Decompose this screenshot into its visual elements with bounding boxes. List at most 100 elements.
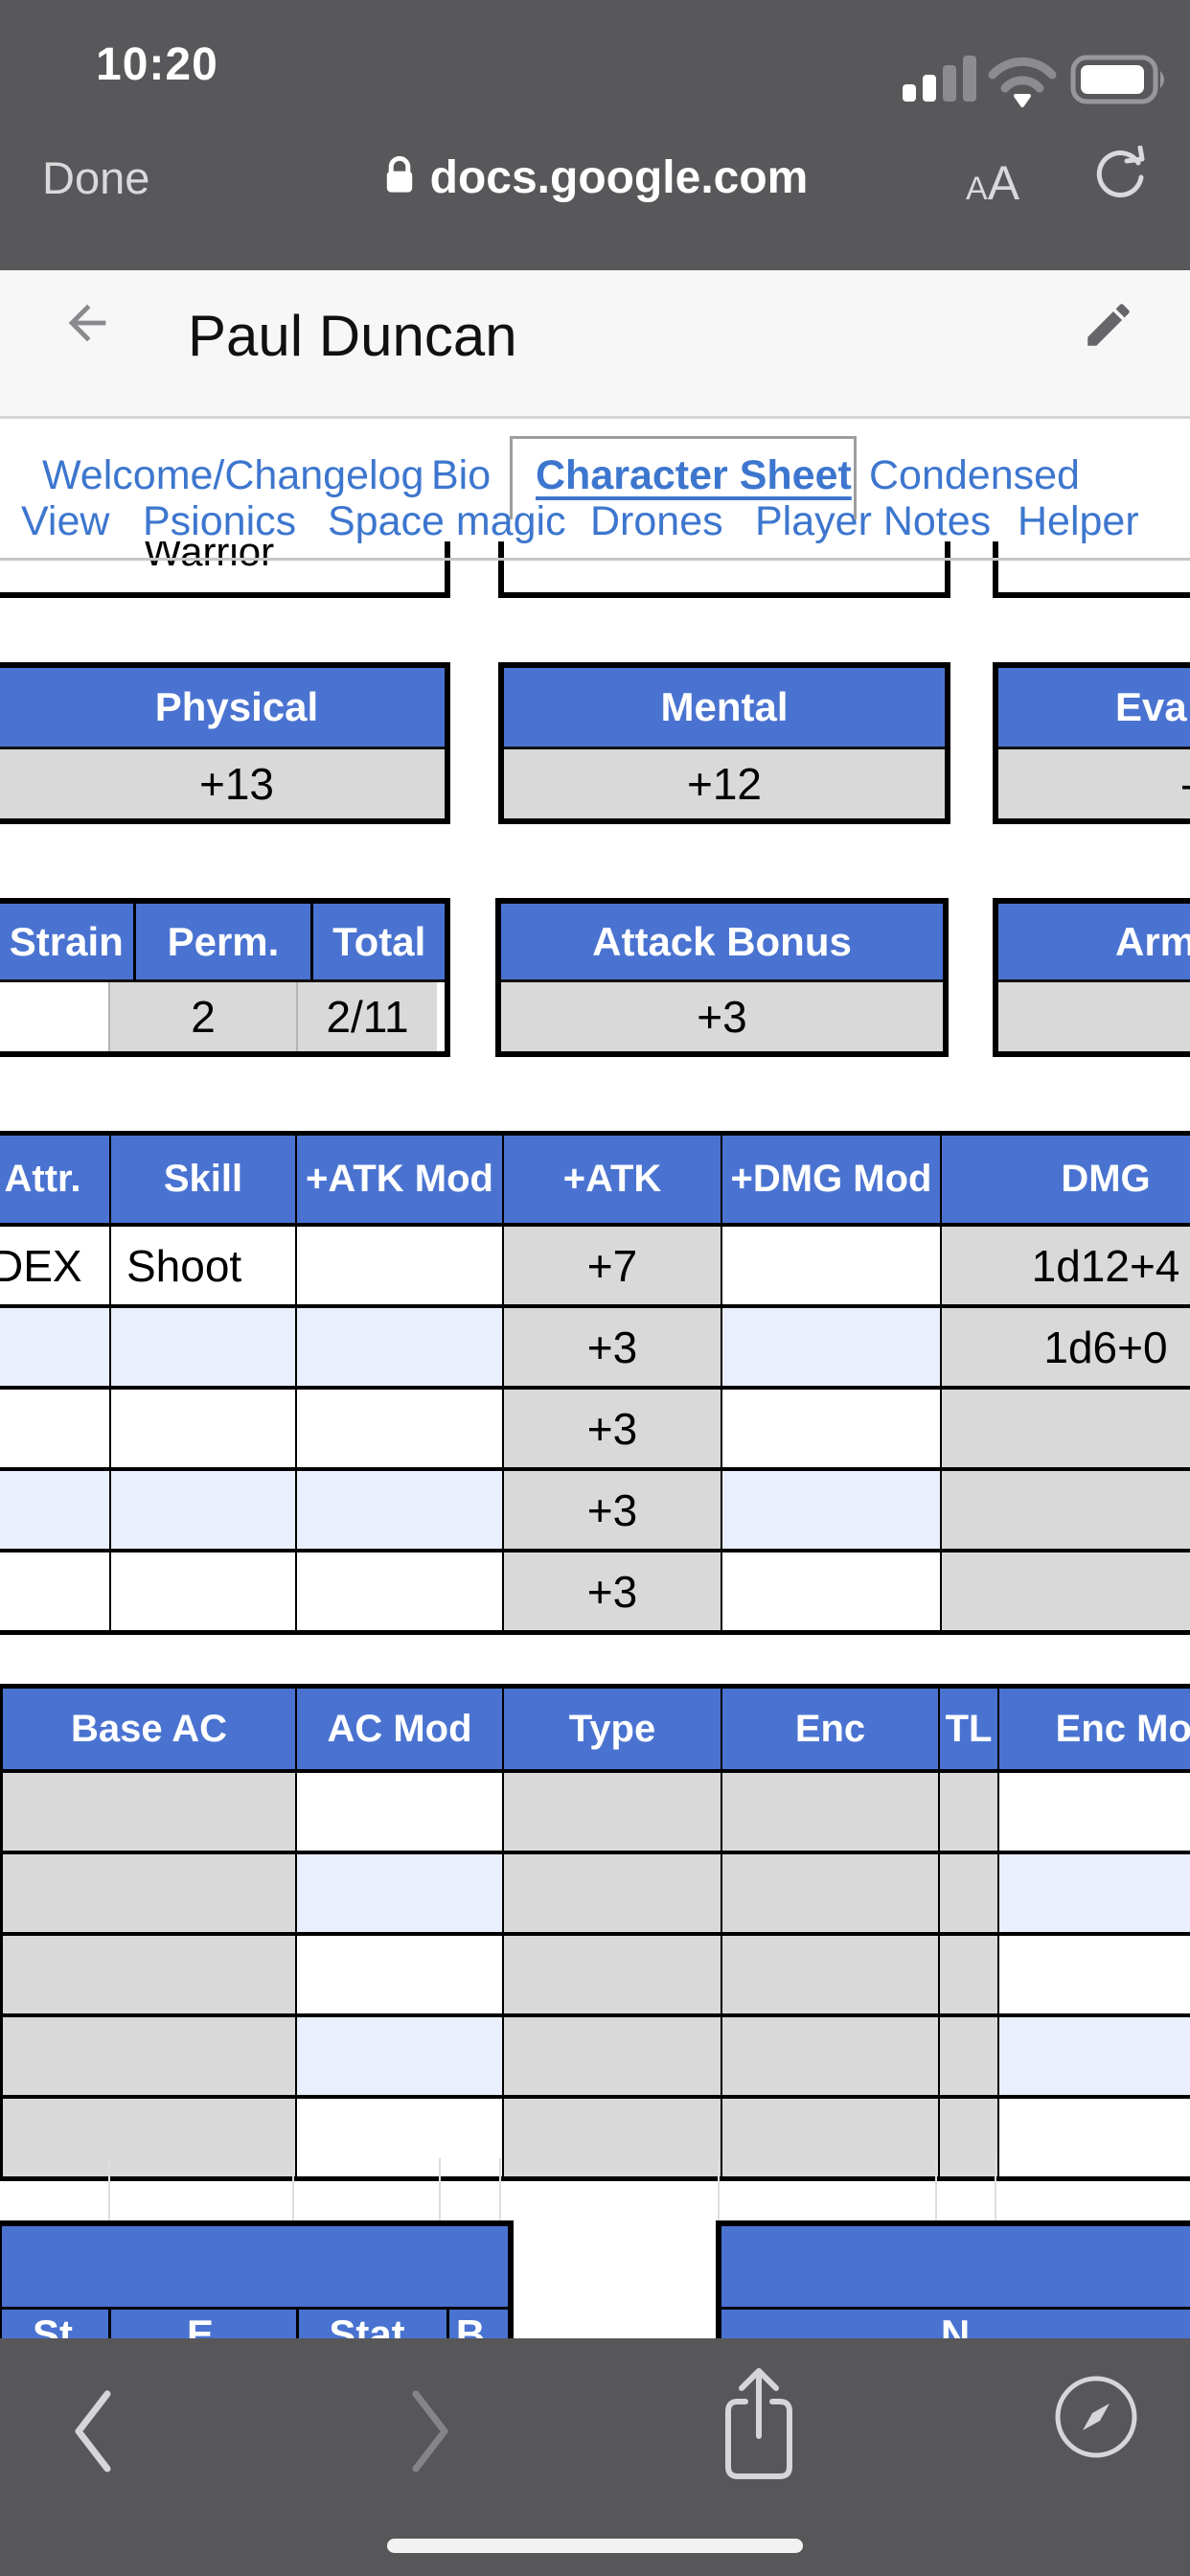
cell-atk[interactable]: +3 — [504, 1308, 722, 1386]
col-enc[interactable]: Enc — [722, 1689, 940, 1769]
physical-value[interactable]: +13 — [0, 749, 445, 818]
done-button[interactable]: Done — [42, 152, 150, 203]
cell-atk[interactable]: +3 — [504, 1552, 722, 1630]
cell-base-ac[interactable] — [3, 2099, 297, 2176]
col-atk-mod[interactable]: +ATK Mod — [297, 1136, 504, 1223]
cell-attr[interactable] — [0, 1308, 111, 1386]
cell-enc[interactable] — [722, 2099, 940, 2176]
browser-back-icon[interactable] — [65, 2379, 123, 2489]
cell-base-ac[interactable] — [3, 1773, 297, 1851]
cell-dmg-mod[interactable] — [722, 1227, 942, 1304]
cell-type[interactable] — [504, 1936, 722, 2013]
col-atk[interactable]: +ATK — [504, 1136, 722, 1223]
home-indicator[interactable] — [387, 2539, 803, 2553]
cell-atk[interactable]: +3 — [504, 1390, 722, 1467]
back-arrow-icon[interactable] — [59, 295, 115, 356]
cell-ac-mod[interactable] — [297, 2099, 504, 2176]
open-in-safari-icon[interactable] — [1050, 2371, 1142, 2468]
cell-dmg-mod[interactable] — [722, 1308, 942, 1386]
cell-skill[interactable]: Shoot — [111, 1227, 297, 1304]
cell-ac-mod[interactable] — [297, 1854, 504, 1932]
tab-welcome-changelog[interactable]: Welcome/Changelog — [42, 452, 424, 498]
attack-bonus-value[interactable]: +3 — [501, 982, 943, 1051]
cell-tl[interactable] — [940, 2099, 999, 2176]
cell-dmg-mod[interactable] — [722, 1552, 942, 1630]
cell-dmg[interactable] — [942, 1471, 1190, 1549]
evasion-header-clipped[interactable]: Eva — [998, 668, 1190, 749]
col-attr[interactable]: Attr. — [0, 1136, 111, 1223]
cell-enc[interactable] — [722, 2017, 940, 2095]
armor-value[interactable] — [998, 982, 1190, 1051]
cell-type[interactable] — [504, 2017, 722, 2095]
cell-dmg[interactable] — [942, 1390, 1190, 1467]
col-skill[interactable]: Skill — [111, 1136, 297, 1223]
cell-atk-mod[interactable] — [297, 1308, 504, 1386]
strain-header[interactable]: Strain — [0, 904, 136, 982]
col-dmg[interactable]: DMG — [942, 1136, 1190, 1223]
cell-atk-mod[interactable] — [297, 1227, 504, 1304]
browser-forward-icon[interactable] — [400, 2379, 458, 2489]
cell-atk[interactable]: +3 — [504, 1471, 722, 1549]
cell-attr[interactable] — [0, 1390, 111, 1467]
cell-enc-mod[interactable] — [999, 1936, 1190, 2013]
subheader-cell[interactable] — [299, 2310, 449, 2348]
cell-dmg-mod[interactable] — [722, 1390, 942, 1467]
attack-bonus-header[interactable]: Attack Bonus — [501, 904, 943, 982]
cell-atk-mod[interactable] — [297, 1552, 504, 1630]
cell-ac-mod[interactable] — [297, 1936, 504, 2013]
cell-base-ac[interactable] — [3, 1936, 297, 2013]
attack-bonus-box[interactable]: Attack Bonus +3 — [495, 898, 949, 1057]
bottom-left-table-header[interactable] — [0, 2220, 514, 2354]
mental-save-box[interactable]: Mental +12 — [498, 662, 950, 824]
tab-character-sheet[interactable]: Character Sheet — [536, 452, 852, 498]
cell-attr[interactable] — [0, 1471, 111, 1549]
address-bar[interactable]: docs.google.com — [0, 151, 1190, 208]
perm-header[interactable]: Perm. — [135, 904, 314, 982]
cell-base-ac[interactable] — [3, 2017, 297, 2095]
cell-attr[interactable] — [0, 1552, 111, 1630]
col-base-ac[interactable]: Base AC — [3, 1689, 297, 1769]
col-type[interactable]: Type — [504, 1689, 722, 1769]
cell-dmg[interactable]: 1d6+0 — [942, 1308, 1190, 1386]
share-icon[interactable] — [709, 2363, 809, 2493]
cell-skill[interactable] — [111, 1471, 297, 1549]
cell-type[interactable] — [504, 2099, 722, 2176]
cell-tl[interactable] — [940, 1773, 999, 1851]
cell-atk-mod[interactable] — [297, 1471, 504, 1549]
tab-bio[interactable]: Bio — [431, 452, 492, 498]
cell-enc-mod[interactable] — [999, 2099, 1190, 2176]
armor-header-clipped[interactable]: Armo — [998, 904, 1190, 982]
perm-value[interactable]: 2 — [110, 982, 298, 1051]
cell-enc-mod[interactable] — [999, 2017, 1190, 2095]
cell-base-ac[interactable] — [3, 1854, 297, 1932]
subheader-cell[interactable] — [111, 2310, 299, 2348]
cell-enc-mod[interactable] — [999, 1854, 1190, 1932]
col-enc-mod[interactable]: Enc Mod — [999, 1689, 1190, 1769]
col-dmg-mod[interactable]: +DMG Mod — [722, 1136, 942, 1223]
col-ac-mod[interactable]: AC Mod — [297, 1689, 504, 1769]
cell-ac-mod[interactable] — [297, 2017, 504, 2095]
mental-header[interactable]: Mental — [504, 668, 945, 749]
cell-tl[interactable] — [940, 1936, 999, 2013]
armor-box[interactable]: Armo — [993, 898, 1190, 1057]
cell-enc-mod[interactable] — [999, 1773, 1190, 1851]
physical-save-box[interactable]: Physical +13 — [0, 662, 450, 824]
bottom-right-table-header[interactable] — [716, 2220, 1190, 2354]
subheader-cell[interactable] — [2, 2310, 111, 2348]
cell-skill[interactable] — [111, 1552, 297, 1630]
mental-value[interactable]: +12 — [504, 749, 945, 818]
total-value[interactable]: 2/11 — [298, 982, 437, 1051]
total-header[interactable]: Total — [313, 904, 445, 982]
col-tl[interactable]: TL — [940, 1689, 999, 1769]
cell-ac-mod[interactable] — [297, 1773, 504, 1851]
cell-attr[interactable]: DEX — [0, 1227, 111, 1304]
strain-box[interactable]: Strain Perm. Total 2 2/11 — [0, 898, 450, 1057]
reload-icon[interactable] — [1090, 145, 1150, 214]
cell-skill[interactable] — [111, 1390, 297, 1467]
evasion-value-clipped[interactable]: - — [998, 749, 1190, 818]
tab-drones[interactable]: Drones — [590, 498, 723, 544]
cell-tl[interactable] — [940, 1854, 999, 1932]
cell-atk-mod[interactable] — [297, 1390, 504, 1467]
tab-helper[interactable]: Helper — [1018, 498, 1139, 544]
cell-dmg[interactable] — [942, 1552, 1190, 1630]
